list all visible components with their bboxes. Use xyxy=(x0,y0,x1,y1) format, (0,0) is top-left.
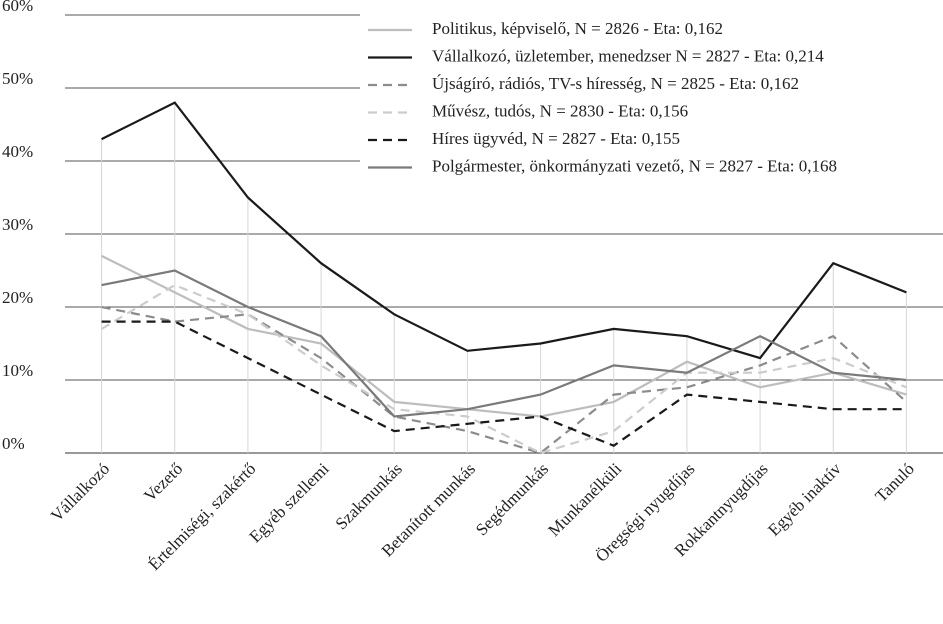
series-line xyxy=(101,320,907,447)
legend-label: Vállalkozó, üzletember, menedzser N = 28… xyxy=(432,46,824,65)
y-tick-label: 20% xyxy=(2,288,33,307)
x-tick-label: Vezető xyxy=(140,459,186,505)
series-line xyxy=(101,254,907,418)
y-tick-label: 30% xyxy=(2,215,33,234)
legend-label: Politikus, képviselő, N = 2826 - Eta: 0,… xyxy=(432,19,723,38)
x-tick-label: Tanuló xyxy=(871,459,918,506)
y-tick-label: 40% xyxy=(2,142,33,161)
legend-background xyxy=(360,14,943,181)
legend-label: Híres ügyvéd, N = 2827 - Eta: 0,155 xyxy=(432,129,680,148)
x-tick-label: Egyéb inaktív xyxy=(764,459,845,540)
y-tick-label: 0% xyxy=(2,434,25,453)
y-tick-label: 10% xyxy=(2,361,33,380)
series-line xyxy=(101,269,907,418)
y-tick-label: 50% xyxy=(2,69,33,88)
series-line xyxy=(101,283,907,455)
legend-label: Újságíró, rádiós, TV-s híresség, N = 282… xyxy=(432,74,799,93)
series-line xyxy=(101,305,908,455)
x-tick-label: Vállalkozó xyxy=(47,459,113,525)
legend-label: Polgármester, önkormányzati vezető, N = … xyxy=(432,156,837,175)
x-tick-label: Munkanélküli xyxy=(544,459,625,540)
x-tick-label: Segédmunkás xyxy=(472,459,552,539)
y-tick-label: 60% xyxy=(2,0,33,15)
x-tick-label: Szakmunkás xyxy=(332,459,406,533)
legend-label: Művész, tudós, N = 2830 - Eta: 0,156 xyxy=(432,101,688,120)
